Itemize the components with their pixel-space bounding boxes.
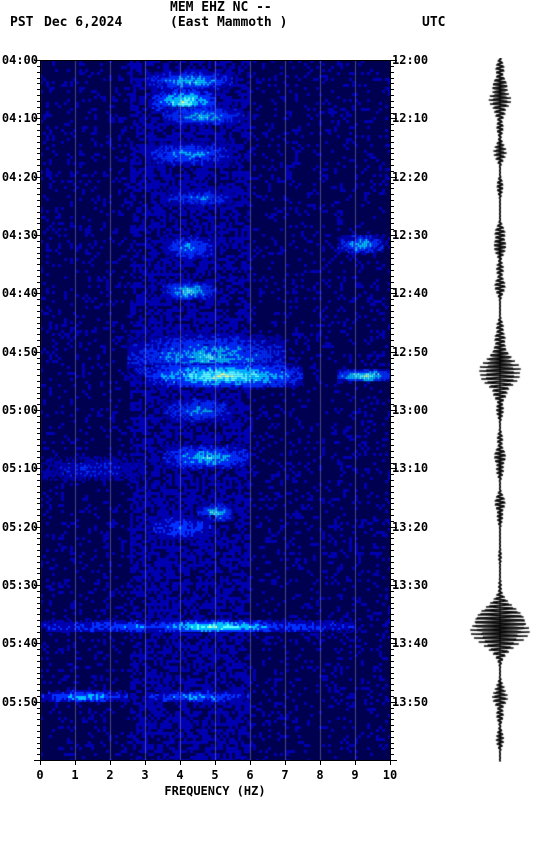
right-time-tick: 13:10 bbox=[392, 462, 428, 474]
frequency-tick: 1 bbox=[71, 768, 78, 782]
frequency-axis-label: FREQUENCY (HZ) bbox=[40, 784, 390, 798]
right-time-axis: 12:0012:1012:2012:3012:4012:5013:0013:10… bbox=[392, 60, 442, 760]
right-time-tick: 12:30 bbox=[392, 229, 428, 241]
left-time-tick: 04:40 bbox=[2, 287, 38, 299]
left-time-tick: 04:00 bbox=[2, 54, 38, 66]
chart-header: MEM EHZ NC -- PST Dec 6,2024 (East Mammo… bbox=[0, 0, 552, 30]
right-time-tick: 13:50 bbox=[392, 696, 428, 708]
frequency-tick: 6 bbox=[246, 768, 253, 782]
frequency-tick: 7 bbox=[281, 768, 288, 782]
seismogram-trace bbox=[455, 58, 545, 762]
left-time-tick: 05:00 bbox=[2, 404, 38, 416]
left-time-tick: 05:10 bbox=[2, 462, 38, 474]
right-time-tick: 13:30 bbox=[392, 579, 428, 591]
right-time-tick: 13:20 bbox=[392, 521, 428, 533]
frequency-tick: 10 bbox=[383, 768, 397, 782]
left-time-tick: 05:40 bbox=[2, 637, 38, 649]
spectrogram-plot bbox=[40, 60, 390, 760]
station-id: MEM EHZ NC -- bbox=[170, 0, 272, 15]
frequency-tick: 4 bbox=[176, 768, 183, 782]
frequency-tick: 8 bbox=[316, 768, 323, 782]
frequency-tick: 9 bbox=[351, 768, 358, 782]
frequency-tick: 2 bbox=[106, 768, 113, 782]
frequency-axis: FREQUENCY (HZ) 012345678910 bbox=[40, 762, 390, 802]
right-timezone-label: UTC bbox=[422, 15, 445, 30]
axis-border bbox=[40, 60, 391, 61]
station-name: (East Mammoth ) bbox=[170, 15, 287, 30]
right-time-tick: 12:50 bbox=[392, 346, 428, 358]
axis-border bbox=[40, 60, 41, 760]
left-time-tick: 04:20 bbox=[2, 171, 38, 183]
left-time-tick: 04:10 bbox=[2, 112, 38, 124]
frequency-tick: 5 bbox=[211, 768, 218, 782]
left-time-tick: 04:30 bbox=[2, 229, 38, 241]
spectrogram-canvas bbox=[40, 60, 390, 760]
date-label: Dec 6,2024 bbox=[44, 15, 122, 30]
right-time-tick: 12:20 bbox=[392, 171, 428, 183]
left-time-tick: 05:50 bbox=[2, 696, 38, 708]
right-time-tick: 12:00 bbox=[392, 54, 428, 66]
left-time-tick: 05:30 bbox=[2, 579, 38, 591]
right-time-tick: 12:10 bbox=[392, 112, 428, 124]
left-time-tick: 05:20 bbox=[2, 521, 38, 533]
right-time-tick: 13:00 bbox=[392, 404, 428, 416]
right-time-tick: 13:40 bbox=[392, 637, 428, 649]
frequency-tick: 3 bbox=[141, 768, 148, 782]
left-timezone-label: PST bbox=[10, 15, 33, 30]
left-time-tick: 04:50 bbox=[2, 346, 38, 358]
frequency-tick: 0 bbox=[36, 768, 43, 782]
right-time-tick: 12:40 bbox=[392, 287, 428, 299]
